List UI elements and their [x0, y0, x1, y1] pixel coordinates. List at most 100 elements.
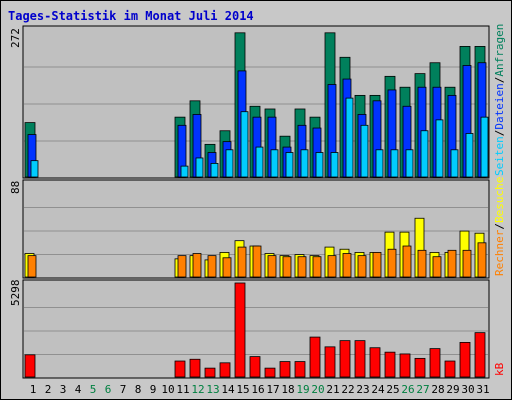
bar-kb-day-22 [339, 340, 351, 378]
bar-rechner-day-16 [252, 245, 262, 278]
bar-seiten-day-22 [345, 97, 354, 178]
bar-rechner-day-24 [372, 252, 382, 278]
day-label-16: 16 [251, 383, 264, 396]
day-label-23: 23 [356, 383, 369, 396]
bar-seiten-day-31 [480, 116, 489, 178]
day-label-12: 12 [191, 383, 204, 396]
bar-kb-day-14 [219, 362, 231, 378]
bar-rechner-day-30 [462, 249, 472, 278]
day-label-13: 13 [206, 383, 219, 396]
bar-seiten-day-30 [465, 133, 474, 178]
bar-rechner-day-22 [342, 253, 352, 278]
bar-kb-day-24 [369, 347, 381, 378]
bar-seiten-day-21 [330, 152, 339, 178]
day-label-20: 20 [311, 383, 324, 396]
day-label-7: 7 [120, 383, 127, 396]
bar-seiten-day-20 [315, 152, 324, 178]
day-label-10: 10 [161, 383, 174, 396]
day-label-21: 21 [326, 383, 339, 396]
bar-seiten-day-16 [255, 146, 264, 178]
day-label-17: 17 [266, 383, 279, 396]
bar-kb-day-16 [249, 356, 261, 378]
bar-rechner-day-11 [177, 255, 187, 278]
day-label-24: 24 [371, 383, 385, 396]
bar-seiten-day-17 [270, 149, 279, 178]
bar-seiten-day-29 [450, 149, 459, 178]
bar-kb-day-1 [24, 354, 36, 378]
bar-kb-day-19 [294, 361, 306, 378]
bar-rechner-day-26 [402, 245, 412, 278]
day-label-8: 8 [135, 383, 142, 396]
bar-kb-day-15 [234, 282, 246, 378]
legend-anfragen: Anfragen [493, 24, 506, 77]
day-label-26: 26 [401, 383, 414, 396]
legend-rechner: Rechner [493, 229, 506, 276]
bar-seiten-day-27 [420, 130, 429, 178]
bar-kb-day-26 [399, 353, 411, 378]
bar-seiten-day-14 [225, 149, 234, 178]
bar-seiten-day-11 [180, 165, 189, 178]
day-label-5: 5 [90, 383, 97, 396]
day-label-14: 14 [221, 383, 235, 396]
hosts-visits-panel [22, 179, 490, 279]
bar-rechner-day-17 [267, 255, 277, 278]
bar-seiten-day-15 [240, 111, 249, 178]
bar-rechner-day-15 [237, 246, 247, 278]
bar-rechner-day-18 [282, 256, 292, 278]
chart-title: Tages-Statistik im Monat Juli 2014 [8, 9, 254, 23]
day-label-4: 4 [75, 383, 82, 396]
legend-sep-3: / [493, 223, 506, 230]
legend-seiten: Seiten [493, 136, 506, 176]
top-legend: Seiten/Dateien/Anfragen [493, 24, 506, 176]
bar-rechner-day-28 [432, 256, 442, 278]
legend-sep-2: / [493, 77, 506, 84]
bar-seiten-day-12 [195, 157, 204, 178]
bar-kb-day-21 [324, 346, 336, 378]
bar-rechner-day-1 [27, 255, 37, 278]
top-ymax-label: 272 [9, 28, 22, 48]
day-label-22: 22 [341, 383, 354, 396]
day-label-6: 6 [105, 383, 112, 396]
bar-seiten-day-25 [390, 149, 399, 178]
bar-kb-day-11 [174, 360, 186, 378]
bar-kb-day-23 [354, 340, 366, 378]
bar-seiten-day-28 [435, 119, 444, 178]
day-labels: 1 2 3 4 5 6 7 8 9 10 11 12 13 14 15 16 17 18 19 20 21 22 23 24 2… [30, 383, 490, 396]
bar-kb-day-31 [474, 332, 486, 378]
bar-kb-day-28 [429, 348, 441, 378]
bar-rechner-day-23 [357, 255, 367, 278]
day-label-31: 31 [476, 383, 489, 396]
bar-kb-day-27 [414, 357, 426, 378]
legend-kb: kB [493, 362, 506, 376]
day-label-2: 2 [45, 383, 52, 396]
bar-rechner-day-12 [192, 253, 202, 278]
bar-rechner-day-29 [447, 249, 457, 278]
day-label-9: 9 [150, 383, 157, 396]
bar-rechner-day-31 [477, 242, 487, 278]
bar-seiten-day-24 [375, 149, 384, 178]
bar-kb-day-13 [204, 367, 216, 378]
bar-kb-day-12 [189, 358, 201, 378]
bar-rechner-day-19 [297, 256, 307, 278]
bar-kb-day-30 [459, 342, 471, 378]
bar-seiten-day-19 [300, 149, 309, 178]
bar-kb-day-17 [264, 367, 276, 378]
bar-rechner-day-21 [327, 255, 337, 278]
bottom-legend: kB [493, 362, 506, 376]
legend-dateien: Dateien [493, 83, 506, 129]
bar-seiten-day-18 [285, 152, 294, 178]
kilobytes-panel [22, 279, 490, 379]
day-label-27: 27 [416, 383, 429, 396]
day-label-25: 25 [386, 383, 399, 396]
day-label-30: 30 [461, 383, 474, 396]
day-label-11: 11 [176, 383, 189, 396]
bar-rechner-day-14 [222, 257, 232, 278]
bar-rechner-day-13 [207, 255, 217, 278]
legend-sep-1: / [493, 130, 506, 137]
bottom-ymax-label: 5298 [9, 280, 22, 307]
bar-seiten-day-1 [30, 160, 39, 178]
bar-kb-day-20 [309, 336, 321, 378]
requests-files-pages-panel [22, 25, 490, 179]
day-label-15: 15 [236, 383, 249, 396]
